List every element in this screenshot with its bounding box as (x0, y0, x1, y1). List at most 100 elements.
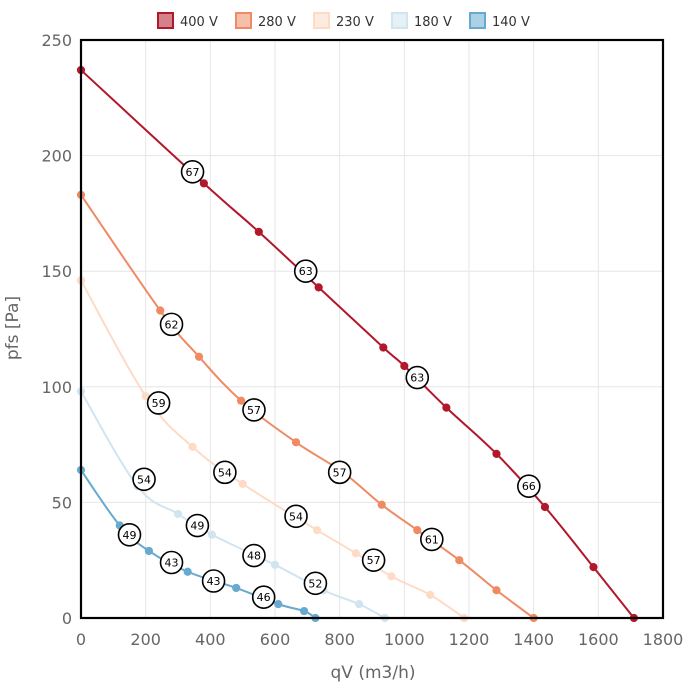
efficiency-label: 48 (247, 550, 261, 563)
series-point-1 (236, 396, 246, 405)
y-tick-label: 100 (41, 378, 72, 397)
efficiency-bubble (293, 259, 318, 284)
y-axis-title: pfs [Pa] (3, 296, 23, 360)
efficiency-bubble (361, 548, 386, 573)
efficiency-bubble (159, 312, 184, 337)
series-point-2 (312, 526, 322, 535)
tick-layer: 0 200 400 600 800 1000 1200 1400 1600 1800 0 50 100 1… (41, 31, 683, 649)
efficiency-bubble (251, 585, 276, 609)
efficiency-label: 62 (165, 318, 179, 331)
series-point-2 (387, 572, 396, 581)
plot-frame (79, 38, 665, 620)
efficiency-label: 49 (190, 520, 204, 533)
efficiency-label: 63 (410, 372, 424, 385)
efficiency-bubble (117, 522, 142, 547)
efficiency-bubble (420, 527, 444, 552)
efficiency-bubble (327, 460, 352, 485)
efficiency-label: 57 (333, 466, 347, 479)
efficiency-bubble (146, 391, 171, 415)
series-point-0 (379, 343, 388, 352)
x-tick-label: 600 (260, 630, 291, 649)
legend-swatch-4 (469, 12, 486, 29)
series-point-0 (442, 403, 451, 412)
legend: 400 V 280 V 230 V 180 V 140 V (157, 12, 530, 30)
y-tick-label: 0 (62, 609, 72, 628)
efficiency-bubble (242, 398, 266, 422)
series-point-0 (314, 283, 323, 292)
series-point-1 (413, 526, 422, 535)
series-point-0 (254, 227, 263, 236)
efficiency-bubble (405, 365, 430, 390)
x-tick-label: 1200 (449, 630, 490, 649)
series-point-3 (173, 509, 183, 519)
legend-swatch-1 (235, 12, 252, 29)
frame-layer (79, 38, 665, 620)
series-point-4 (232, 583, 241, 593)
efficiency-label: 67 (186, 166, 200, 179)
efficiency-label: 46 (257, 591, 271, 604)
efficiency-label: 54 (218, 466, 232, 479)
legend-swatch-0 (157, 12, 174, 29)
efficiency-label: 54 (289, 510, 303, 523)
efficiency-label: 63 (299, 265, 313, 278)
series-point-0 (400, 361, 409, 371)
series-point-1 (194, 352, 204, 361)
series-point-4 (183, 567, 192, 576)
series-line-0 (80, 69, 635, 619)
series-point-0 (492, 449, 501, 458)
label-layer: 67 63 63 66 62 57 57 61 59 54 54 57 54 49 48 52 49 43 43 46 (117, 159, 541, 609)
x-tick-label: 1400 (513, 630, 554, 649)
series-point-3 (270, 560, 280, 569)
x-tick-label: 400 (195, 630, 226, 649)
series-point-0 (199, 179, 208, 188)
y-tick-label: 200 (41, 147, 72, 166)
series-line-4 (80, 469, 316, 619)
efficiency-label: 61 (425, 533, 439, 546)
efficiency-label: 43 (207, 575, 221, 588)
series-point-4 (300, 606, 309, 616)
efficiency-label: 52 (308, 577, 322, 590)
x-tick-label: 200 (130, 630, 161, 649)
series-point-1 (156, 306, 165, 315)
series-layer (76, 65, 639, 623)
efficiency-label: 54 (137, 473, 151, 486)
series-point-0 (540, 502, 550, 512)
x-tick-label: 1000 (384, 630, 425, 649)
legend-swatch-3 (391, 12, 408, 29)
series-point-4 (274, 600, 283, 609)
x-tick-label: 0 (76, 630, 86, 649)
series-point-1 (377, 500, 386, 509)
y-tick-label: 150 (41, 262, 72, 281)
legend-label-0: 400 V (180, 15, 218, 30)
efficiency-bubble (159, 550, 184, 575)
series-point-1 (492, 586, 501, 595)
legend-label-3: 180 V (414, 15, 452, 30)
series-point-0 (589, 563, 598, 572)
legend-swatch-2 (313, 12, 330, 29)
efficiency-label: 43 (165, 557, 179, 570)
x-tick-label: 1600 (578, 630, 619, 649)
y-tick-label: 250 (41, 31, 72, 50)
efficiency-bubble (213, 460, 237, 485)
efficiency-bubble (185, 513, 210, 538)
series-point-2 (188, 442, 197, 452)
efficiency-bubble (132, 467, 156, 492)
series-point-1 (455, 556, 464, 565)
efficiency-bubble (242, 543, 266, 568)
series-point-3 (354, 600, 364, 609)
x-axis-title: qV (m3/h) (331, 663, 416, 683)
legend-label-2: 230 V (336, 15, 374, 30)
efficiency-label: 49 (123, 529, 137, 542)
efficiency-bubble (284, 504, 308, 529)
efficiency-bubble (303, 571, 328, 596)
efficiency-bubble (180, 159, 205, 184)
legend-label-4: 140 V (492, 15, 530, 30)
x-tick-label: 1800 (643, 630, 684, 649)
efficiency-bubble (201, 569, 226, 593)
series-point-2 (351, 549, 360, 558)
series-point-4 (144, 546, 153, 556)
efficiency-bubble (517, 474, 541, 499)
efficiency-label: 57 (367, 554, 381, 567)
